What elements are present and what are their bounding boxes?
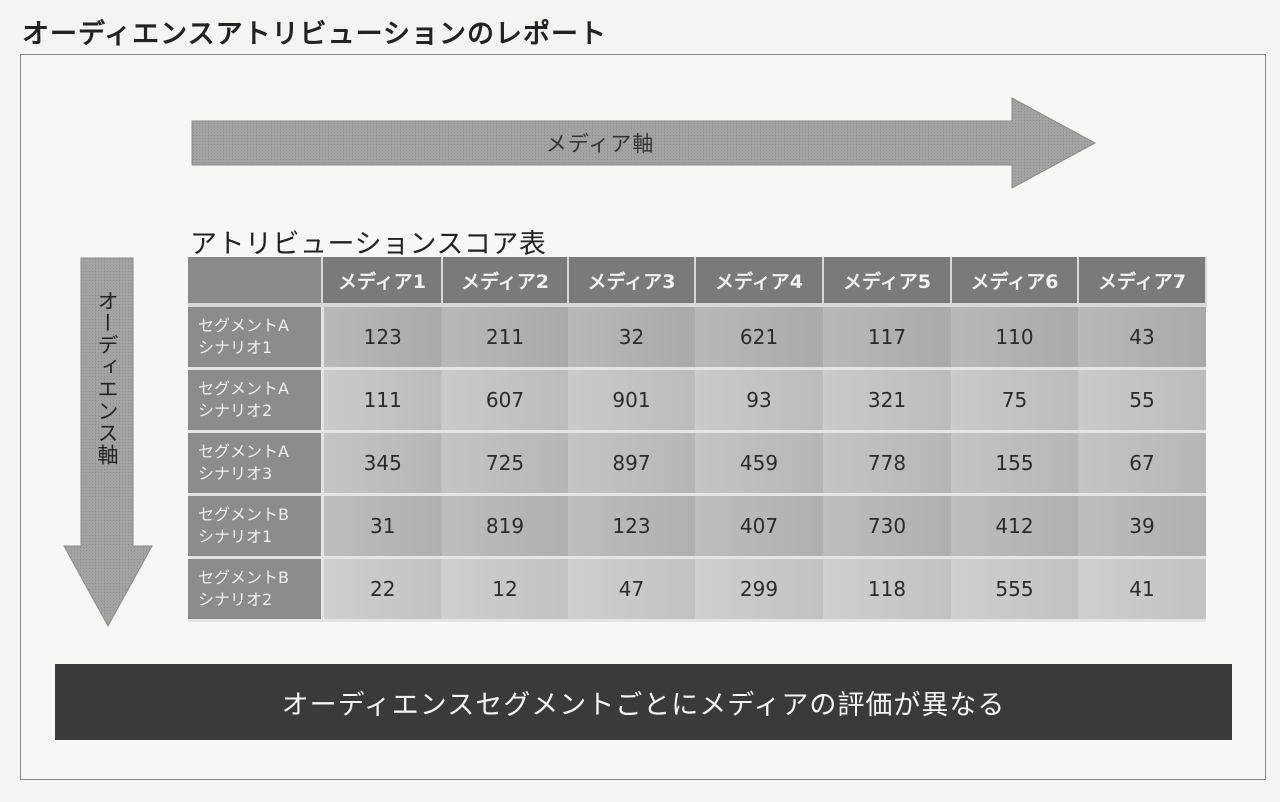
score-cell: 93 (695, 368, 823, 433)
row-label: セグメントA シナリオ1 (188, 305, 324, 370)
audience-axis-arrow-icon (63, 257, 153, 628)
score-cell: 12 (442, 557, 568, 622)
score-cell: 730 (823, 494, 951, 559)
row-label: セグメントB シナリオ1 (188, 494, 324, 559)
score-cell: 725 (442, 431, 568, 496)
column-header: メディア5 (823, 257, 952, 307)
column-header: メディア6 (951, 257, 1079, 307)
table-row: セグメントA シナリオ3 345 725 897 459 778 155 67 (188, 431, 1206, 496)
score-cell: 412 (951, 494, 1078, 559)
column-header: メディア7 (1078, 257, 1207, 307)
scenario-name: シナリオ1 (198, 338, 273, 357)
score-cell: 407 (695, 494, 823, 559)
score-cell: 819 (442, 494, 568, 559)
scenario-name: シナリオ1 (198, 527, 273, 546)
segment-name: セグメントA (198, 379, 289, 398)
row-label: セグメントB シナリオ2 (188, 557, 324, 622)
score-cell: 67 (1078, 431, 1206, 496)
score-cell: 621 (695, 305, 823, 370)
scenario-name: シナリオ2 (198, 401, 273, 420)
table-row: セグメントA シナリオ1 123 211 32 621 117 110 43 (188, 305, 1206, 370)
score-cell: 901 (568, 368, 695, 433)
column-header: メディア4 (695, 257, 824, 307)
scenario-name: シナリオ3 (198, 464, 273, 483)
score-cell: 211 (442, 305, 568, 370)
score-cell: 155 (951, 431, 1078, 496)
score-cell: 607 (442, 368, 568, 433)
score-cell: 43 (1078, 305, 1206, 370)
score-cell: 111 (322, 368, 442, 433)
score-cell: 117 (823, 305, 951, 370)
media-axis-arrow-icon (191, 97, 1097, 189)
attribution-score-table: メディア1 メディア2 メディア3 メディア4 メディア5 メディア6 メディア… (188, 257, 1207, 622)
score-cell: 123 (322, 305, 442, 370)
row-label: セグメントA シナリオ2 (188, 368, 324, 433)
segment-name: セグメントB (198, 505, 289, 524)
score-cell: 31 (322, 494, 442, 559)
scenario-name: シナリオ2 (198, 590, 273, 609)
column-header: メディア3 (568, 257, 696, 307)
audience-axis-label: オーディエンス軸 (95, 290, 119, 466)
score-cell: 897 (568, 431, 695, 496)
table-row: セグメントA シナリオ2 111 607 901 93 321 75 55 (188, 368, 1206, 433)
segment-name: セグメントA (198, 316, 289, 335)
segment-name: セグメントA (198, 442, 289, 461)
score-cell: 555 (951, 557, 1078, 622)
table-title: アトリビューションスコア表 (190, 229, 547, 260)
conclusion-banner: オーディエンスセグメントごとにメディアの評価が異なる (55, 664, 1232, 740)
score-cell: 778 (823, 431, 951, 496)
row-label: セグメントA シナリオ3 (188, 431, 324, 496)
table-row: セグメントB シナリオ1 31 819 123 407 730 412 39 (188, 494, 1206, 559)
score-cell: 299 (695, 557, 823, 622)
score-cell: 118 (823, 557, 951, 622)
score-cell: 22 (322, 557, 442, 622)
table-header-row: メディア1 メディア2 メディア3 メディア4 メディア5 メディア6 メディア… (188, 257, 1207, 307)
score-cell: 110 (951, 305, 1078, 370)
table-corner-cell (188, 257, 323, 307)
score-cell: 32 (568, 305, 695, 370)
score-cell: 459 (695, 431, 823, 496)
table-row: セグメントB シナリオ2 22 12 47 299 118 555 41 (188, 557, 1206, 622)
score-cell: 123 (568, 494, 695, 559)
score-cell: 47 (568, 557, 695, 622)
page-title: オーディエンスアトリビューションのレポート (22, 19, 608, 50)
column-header: メディア2 (442, 257, 569, 307)
segment-name: セグメントB (198, 568, 289, 587)
score-cell: 41 (1078, 557, 1206, 622)
score-cell: 345 (322, 431, 442, 496)
score-cell: 55 (1078, 368, 1206, 433)
score-cell: 321 (823, 368, 951, 433)
score-cell: 39 (1078, 494, 1206, 559)
column-header: メディア1 (322, 257, 443, 307)
score-cell: 75 (951, 368, 1078, 433)
media-axis-label: メディア軸 (545, 132, 655, 156)
